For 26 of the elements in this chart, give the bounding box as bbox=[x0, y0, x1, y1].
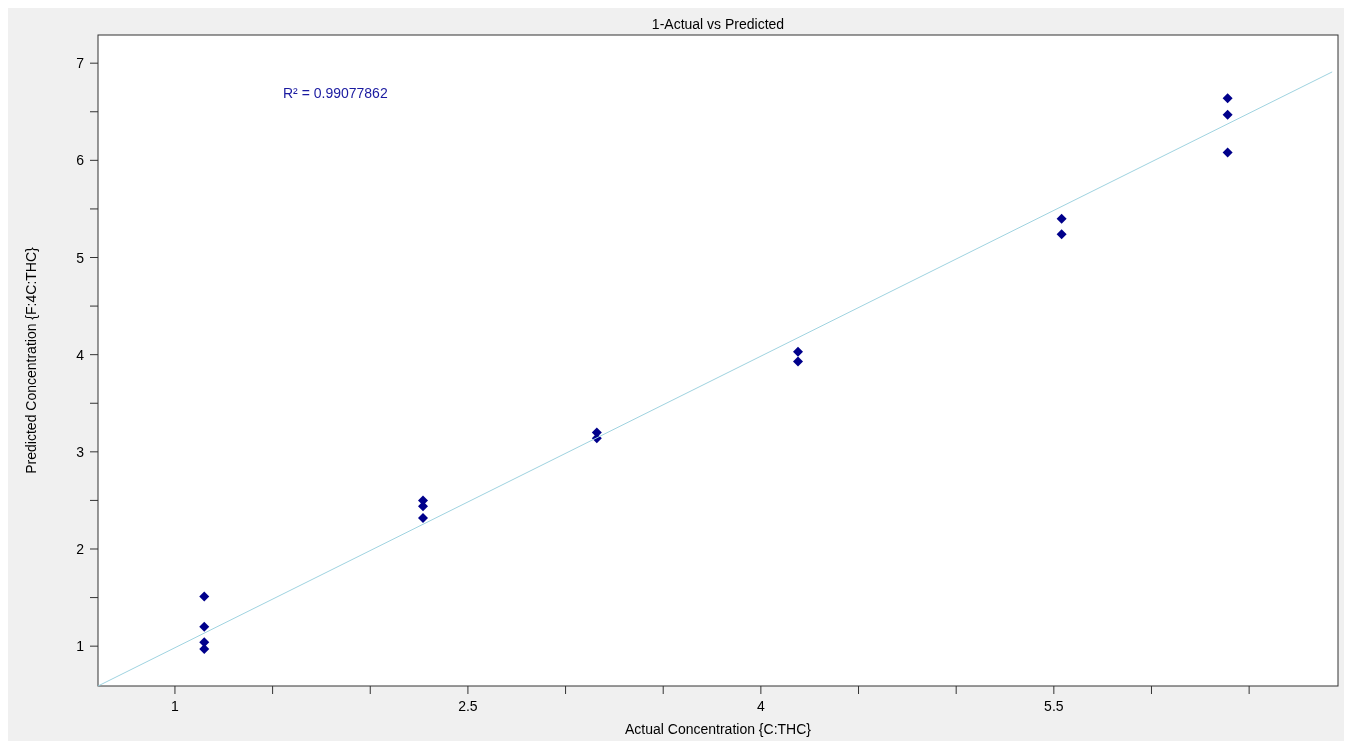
point bbox=[1056, 229, 1067, 240]
y-axis-title: Predicted Concentration {F:4C:THC} bbox=[23, 246, 39, 474]
y-tick-label: 6 bbox=[76, 152, 85, 169]
x-tick-label: 4 bbox=[756, 698, 765, 714]
point bbox=[1222, 147, 1233, 158]
point bbox=[1222, 109, 1233, 120]
annotation: R² = 0.99077862 bbox=[283, 85, 388, 101]
point bbox=[792, 356, 803, 367]
point bbox=[199, 644, 210, 655]
y-tick-label: 3 bbox=[76, 443, 85, 460]
y-tick-label: 1 bbox=[76, 638, 85, 655]
point bbox=[1056, 213, 1067, 224]
x-tick-label: 5.5 bbox=[1044, 698, 1064, 714]
point bbox=[792, 346, 803, 357]
x-axis-title: Actual Concentration {C:THC} bbox=[625, 721, 812, 737]
y-tick-label: 7 bbox=[76, 55, 85, 72]
point bbox=[199, 621, 210, 632]
x-tick-label: 1 bbox=[171, 698, 180, 714]
x-tick-label: 2.5 bbox=[458, 698, 478, 714]
point bbox=[417, 512, 428, 523]
y-tick-label: 2 bbox=[76, 541, 85, 557]
chart-title: 1-Actual vs Predicted bbox=[651, 16, 785, 32]
y-tick-label: 4 bbox=[76, 346, 85, 363]
y-tick-label: 5 bbox=[76, 249, 85, 266]
point bbox=[199, 591, 210, 602]
point bbox=[1222, 93, 1233, 104]
